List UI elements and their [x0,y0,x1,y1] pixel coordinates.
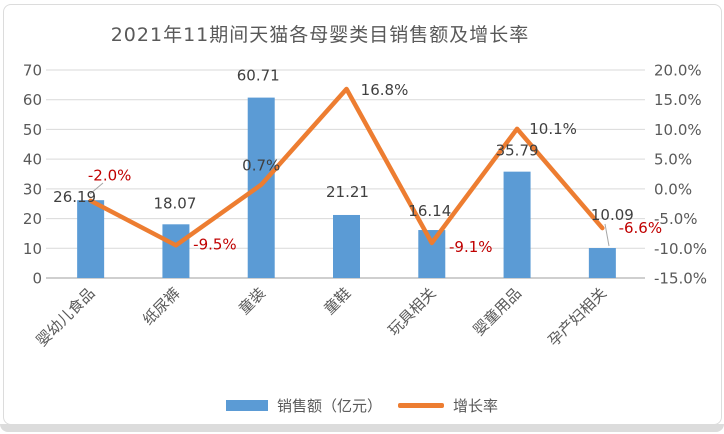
bar-婴童用品 [503,171,531,278]
legend-growth-label: 增长率 [453,397,499,415]
bar-婴幼儿食品 [77,200,105,278]
left-axis-tick-label: 0 [32,270,42,288]
label-leader-line [89,182,104,195]
bar-value-label: 60.71 [237,67,280,85]
bar-value-label: 18.07 [153,194,196,212]
bar-value-label: 16.14 [408,202,451,220]
chart-legend: 销售额（亿元） 增长率 [0,395,724,416]
category-label: 婴童用品 [470,284,525,339]
legend-sales-label: 销售额（亿元） [276,397,382,415]
category-label: 孕产妇相关 [544,284,610,350]
growth-value-label: -9.5% [193,235,237,253]
bar-玩具相关 [418,230,446,278]
legend-sales-swatch-icon [225,400,268,411]
growth-value-label: -6.6% [619,219,663,237]
right-axis-tick-label: -10.0% [654,240,707,258]
right-axis-tick-label: 20.0% [654,62,702,80]
right-axis-tick-label: 5.0% [654,151,692,169]
left-axis-tick-label: 50 [23,121,42,139]
card-bottom-shadow [0,424,724,432]
category-label: 玩具相关 [384,284,439,339]
left-axis-tick-label: 70 [23,62,42,80]
left-axis-tick-label: 20 [23,210,42,228]
category-label: 童鞋 [320,284,354,318]
chart-title: 2021年11期间天猫各母婴类目销售额及增长率 [110,24,530,46]
growth-rate-line [88,86,605,248]
label-leader-line [604,223,610,247]
bar-童鞋 [333,214,360,278]
right-axis-tick-label: -15.0% [654,270,707,288]
bar-孕产妇相关 [588,248,616,278]
growth-value-label: 16.8% [361,81,409,99]
left-axis-tick-label: 40 [23,151,42,169]
right-axis-tick-label: 15.0% [654,91,702,109]
growth-value-label: -2.0% [88,167,132,185]
growth-value-label: 10.1% [529,120,577,138]
bar-value-label: 10.09 [591,206,634,224]
right-axis-tick-label: 10.0% [654,121,702,139]
bar-value-label: 26.19 [53,188,96,206]
bar-value-label: 35.79 [496,142,539,160]
category-label: 婴幼儿食品 [33,284,99,350]
category-label: 纸尿裤 [139,284,184,329]
bar-纸尿裤 [162,224,190,278]
category-label: 童装 [235,284,269,318]
right-axis-tick-label: 0.0% [654,180,692,198]
bar-value-label: 21.21 [326,183,369,201]
growth-value-label: -9.1% [449,238,493,256]
left-axis-tick-label: 60 [23,91,42,109]
growth-value-label: 0.7% [242,157,280,175]
left-axis-tick-label: 30 [23,180,42,198]
legend-growth-line-icon [398,403,444,408]
right-axis-tick-label: -5.0% [654,210,698,228]
left-axis-tick-label: 10 [23,240,42,258]
card-border [3,4,722,425]
bar-童装 [247,97,275,278]
